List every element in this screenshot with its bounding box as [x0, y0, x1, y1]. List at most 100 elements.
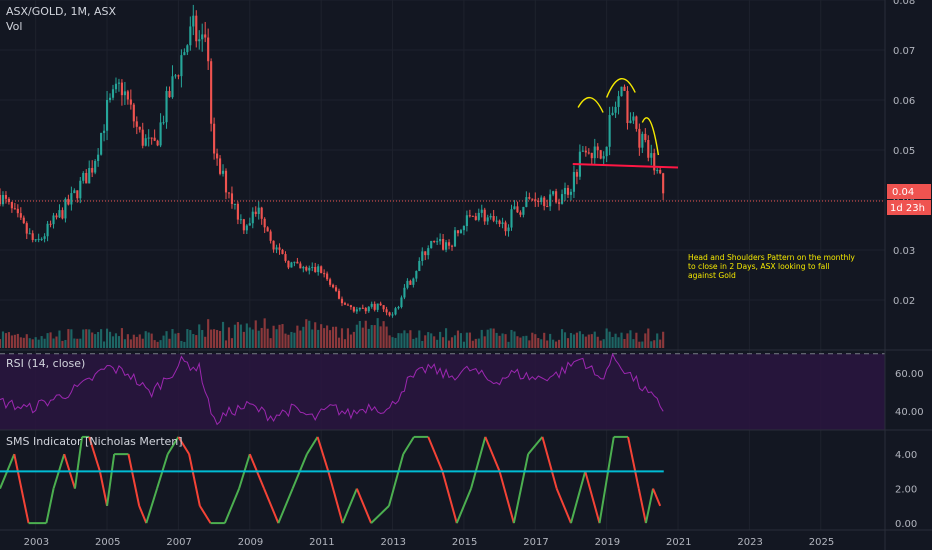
candle-body[interactable]	[569, 191, 573, 195]
candle-body[interactable]	[22, 217, 25, 224]
candle-body[interactable]	[314, 266, 317, 273]
candle-body[interactable]	[180, 55, 183, 77]
candle-body[interactable]	[447, 242, 451, 246]
candle-body[interactable]	[614, 106, 617, 113]
candle-body[interactable]	[549, 194, 552, 207]
candle-body[interactable]	[635, 116, 638, 129]
candle-body[interactable]	[242, 219, 245, 231]
neckline[interactable]	[572, 163, 679, 169]
candle-body[interactable]	[70, 193, 73, 205]
candle-body[interactable]	[495, 220, 498, 222]
sms-segment[interactable]	[388, 453, 405, 507]
candle-body[interactable]	[195, 15, 198, 42]
sms-segment[interactable]	[316, 436, 330, 472]
candle-body[interactable]	[213, 123, 216, 154]
candle-body[interactable]	[644, 133, 647, 140]
candle-body[interactable]	[323, 273, 326, 275]
candle-body[interactable]	[272, 240, 275, 250]
sms-segment[interactable]	[527, 436, 544, 455]
candle-body[interactable]	[653, 153, 656, 171]
candle-body[interactable]	[358, 307, 361, 310]
sms-segment[interactable]	[598, 436, 615, 524]
candle-body[interactable]	[462, 226, 465, 231]
candle-body[interactable]	[477, 212, 480, 220]
candle-body[interactable]	[91, 168, 94, 173]
candle-body[interactable]	[361, 307, 364, 309]
candle-body[interactable]	[207, 37, 210, 62]
candle-body[interactable]	[525, 197, 528, 207]
candle-body[interactable]	[117, 82, 121, 84]
candle-body[interactable]	[221, 170, 225, 174]
candle-body[interactable]	[409, 280, 412, 285]
candle-body[interactable]	[171, 76, 174, 98]
candle-body[interactable]	[189, 26, 192, 46]
candle-body[interactable]	[1, 195, 5, 205]
candle-body[interactable]	[385, 309, 388, 313]
candle-body[interactable]	[141, 129, 144, 146]
candle-body[interactable]	[281, 249, 284, 255]
candle-body[interactable]	[67, 198, 70, 205]
candle-body[interactable]	[558, 202, 561, 204]
candle-body[interactable]	[424, 251, 427, 256]
candle-body[interactable]	[626, 90, 629, 124]
sms-segment[interactable]	[402, 436, 415, 455]
sms-segment[interactable]	[484, 436, 501, 472]
sms-segment[interactable]	[455, 488, 472, 524]
candle-body[interactable]	[507, 227, 510, 232]
candle-body[interactable]	[326, 273, 329, 280]
candle-body[interactable]	[623, 86, 626, 91]
candle-body[interactable]	[37, 238, 40, 240]
candle-body[interactable]	[76, 190, 79, 199]
candle-body[interactable]	[120, 82, 123, 96]
candle-body[interactable]	[334, 287, 338, 291]
candle-body[interactable]	[132, 104, 135, 122]
candle-body[interactable]	[174, 75, 177, 77]
sms-segment[interactable]	[570, 471, 587, 524]
candle-body[interactable]	[64, 198, 67, 219]
sms-segment[interactable]	[441, 471, 458, 524]
candle-body[interactable]	[465, 215, 468, 227]
candle-body[interactable]	[418, 260, 421, 272]
sms-segment[interactable]	[177, 436, 190, 455]
sms-segment[interactable]	[327, 471, 344, 524]
candle-body[interactable]	[305, 267, 308, 271]
sms-segment[interactable]	[427, 436, 444, 472]
candle-body[interactable]	[165, 91, 168, 123]
candle-body[interactable]	[474, 216, 477, 220]
candle-body[interactable]	[620, 86, 623, 97]
candle-body[interactable]	[391, 314, 394, 316]
candle-body[interactable]	[73, 190, 76, 194]
candle-body[interactable]	[629, 120, 632, 124]
candle-body[interactable]	[43, 236, 46, 239]
sms-segment[interactable]	[73, 436, 84, 489]
candle-body[interactable]	[97, 154, 100, 161]
candle-body[interactable]	[662, 173, 665, 194]
candle-body[interactable]	[611, 112, 614, 116]
candle-body[interactable]	[192, 15, 195, 27]
candle-body[interactable]	[210, 61, 213, 124]
candle-body[interactable]	[397, 307, 400, 309]
candle-body[interactable]	[510, 209, 513, 228]
sms-segment[interactable]	[644, 488, 655, 524]
sms-segment[interactable]	[13, 453, 30, 524]
candle-body[interactable]	[599, 150, 602, 159]
candle-body[interactable]	[406, 280, 409, 288]
sms-segment[interactable]	[127, 453, 141, 507]
candle-body[interactable]	[436, 241, 439, 243]
candle-body[interactable]	[168, 91, 171, 98]
sms-segment[interactable]	[145, 488, 158, 524]
candle-body[interactable]	[290, 262, 293, 268]
candle-body[interactable]	[296, 261, 299, 264]
pattern-note-line-1[interactable]: Head and Shoulders Pattern on the monthl…	[688, 253, 855, 262]
candle-body[interactable]	[593, 146, 596, 159]
candle-body[interactable]	[439, 238, 442, 242]
candle-body[interactable]	[471, 215, 474, 217]
candle-body[interactable]	[147, 137, 150, 139]
candle-body[interactable]	[52, 215, 55, 225]
sms-segment[interactable]	[541, 436, 558, 489]
candle-body[interactable]	[13, 208, 16, 210]
candle-body[interactable]	[100, 132, 103, 155]
candle-body[interactable]	[245, 225, 248, 231]
candle-body[interactable]	[430, 240, 433, 249]
